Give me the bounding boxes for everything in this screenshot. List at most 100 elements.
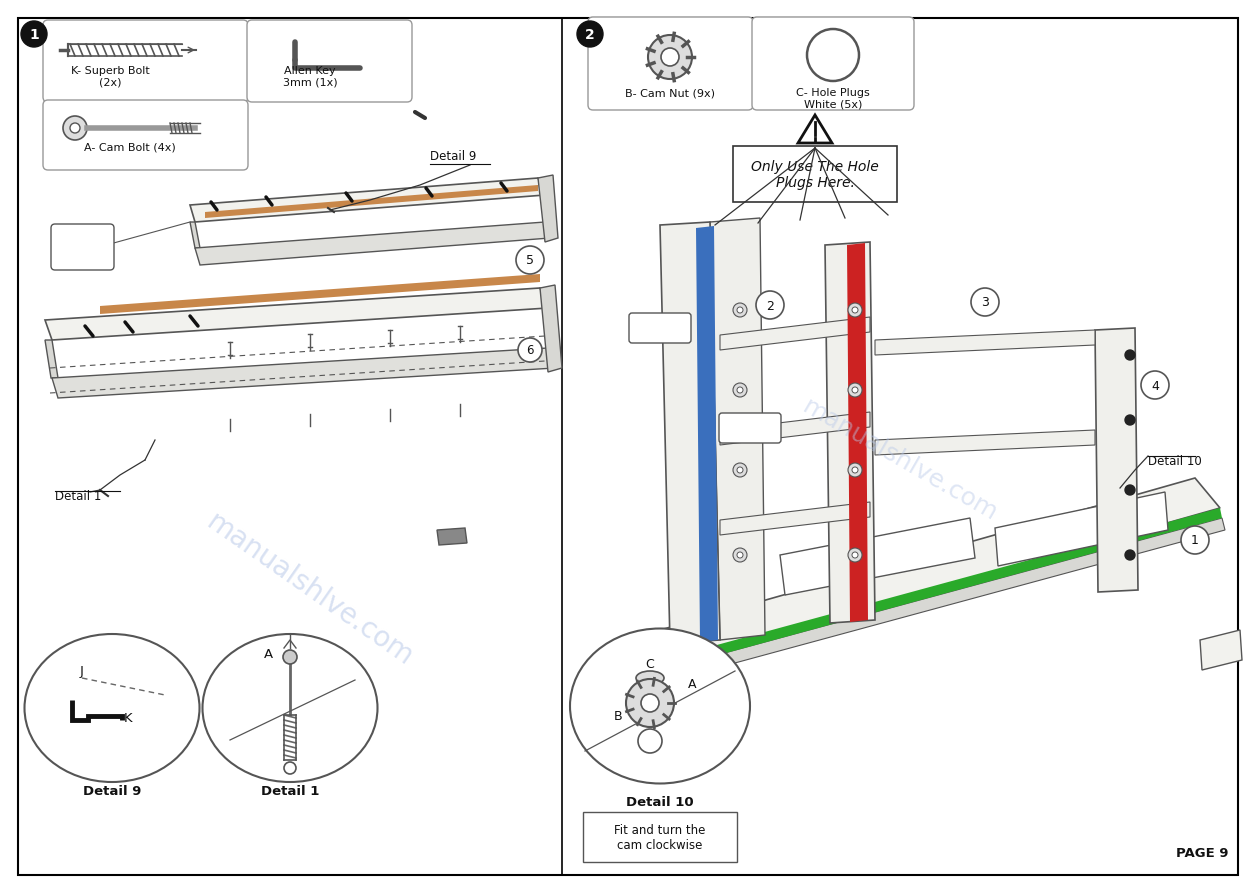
Polygon shape <box>625 518 1225 692</box>
Circle shape <box>516 246 544 274</box>
Circle shape <box>284 762 296 774</box>
Circle shape <box>63 116 87 140</box>
Polygon shape <box>1199 630 1242 670</box>
Text: A: A <box>688 678 696 690</box>
Circle shape <box>1125 485 1135 495</box>
Text: B- Cam Nut (9x): B- Cam Nut (9x) <box>625 88 715 98</box>
Text: Fit and turn the
cam clockwise: Fit and turn the cam clockwise <box>614 824 706 852</box>
Polygon shape <box>875 330 1095 355</box>
Circle shape <box>734 548 747 562</box>
Circle shape <box>737 307 744 313</box>
Polygon shape <box>847 243 868 622</box>
Text: 2: 2 <box>766 299 774 313</box>
Text: B: B <box>614 710 622 722</box>
Circle shape <box>517 338 543 362</box>
Polygon shape <box>1095 328 1138 592</box>
Polygon shape <box>538 175 558 242</box>
Text: Detail 10: Detail 10 <box>627 796 693 809</box>
Circle shape <box>283 650 296 664</box>
Circle shape <box>70 123 80 133</box>
Text: 5: 5 <box>526 254 534 266</box>
Polygon shape <box>720 317 870 350</box>
Ellipse shape <box>570 629 750 783</box>
Text: C: C <box>646 657 654 671</box>
Polygon shape <box>720 502 870 535</box>
Text: A- Cam Bolt (4x): A- Cam Bolt (4x) <box>84 143 176 153</box>
Polygon shape <box>195 222 550 265</box>
Text: PAGE 9: PAGE 9 <box>1176 847 1228 860</box>
Polygon shape <box>659 222 720 643</box>
Circle shape <box>641 694 659 712</box>
Polygon shape <box>51 348 555 398</box>
Circle shape <box>661 48 679 66</box>
Text: Detail 9: Detail 9 <box>83 785 141 798</box>
FancyBboxPatch shape <box>43 100 247 170</box>
Text: Only Use The Hole
Plugs Here.: Only Use The Hole Plugs Here. <box>751 160 879 190</box>
Polygon shape <box>696 226 718 642</box>
Text: manualshlve.com: manualshlve.com <box>201 508 418 672</box>
Polygon shape <box>540 285 561 372</box>
Circle shape <box>1125 550 1135 560</box>
FancyBboxPatch shape <box>583 812 737 862</box>
Ellipse shape <box>202 634 378 782</box>
Circle shape <box>734 303 747 317</box>
Polygon shape <box>625 640 669 680</box>
Polygon shape <box>780 518 975 595</box>
Polygon shape <box>190 178 545 222</box>
Polygon shape <box>45 288 548 340</box>
Polygon shape <box>437 528 467 545</box>
Text: manualshlve.com: manualshlve.com <box>799 395 1002 526</box>
Polygon shape <box>798 115 831 143</box>
Polygon shape <box>995 492 1168 566</box>
Circle shape <box>848 303 862 317</box>
Text: Detail 1: Detail 1 <box>55 490 102 503</box>
Text: 3: 3 <box>981 296 988 310</box>
Circle shape <box>625 679 674 727</box>
Text: Allen Key
3mm (1x): Allen Key 3mm (1x) <box>283 66 338 88</box>
Circle shape <box>737 387 744 393</box>
Circle shape <box>756 291 784 319</box>
FancyBboxPatch shape <box>51 224 114 270</box>
Circle shape <box>1140 371 1169 399</box>
Circle shape <box>734 463 747 477</box>
Circle shape <box>638 729 662 753</box>
Circle shape <box>971 288 999 316</box>
Circle shape <box>21 21 46 47</box>
Text: C- Hole Plugs
White (5x): C- Hole Plugs White (5x) <box>796 88 870 110</box>
Text: Detail 9: Detail 9 <box>430 150 476 163</box>
Circle shape <box>577 21 603 47</box>
Circle shape <box>848 463 862 477</box>
Ellipse shape <box>25 634 200 782</box>
Text: K- Superb Bolt
(2x): K- Superb Bolt (2x) <box>70 66 149 88</box>
Polygon shape <box>45 340 58 378</box>
FancyBboxPatch shape <box>43 20 247 102</box>
Circle shape <box>648 35 692 79</box>
FancyBboxPatch shape <box>718 413 781 443</box>
Text: J: J <box>80 665 84 679</box>
Circle shape <box>734 383 747 397</box>
Ellipse shape <box>636 671 664 685</box>
Text: 1: 1 <box>29 28 39 42</box>
Circle shape <box>808 29 859 81</box>
Circle shape <box>848 383 862 397</box>
Polygon shape <box>875 430 1095 455</box>
Text: 1: 1 <box>1191 535 1199 547</box>
Polygon shape <box>100 274 540 314</box>
Text: 2: 2 <box>585 28 595 42</box>
Polygon shape <box>825 242 875 623</box>
Circle shape <box>852 387 858 393</box>
Polygon shape <box>710 218 765 640</box>
Circle shape <box>737 552 744 558</box>
Circle shape <box>1125 350 1135 360</box>
Text: 4: 4 <box>1150 380 1159 393</box>
FancyBboxPatch shape <box>247 20 412 102</box>
Circle shape <box>737 467 744 473</box>
FancyBboxPatch shape <box>588 17 754 110</box>
Polygon shape <box>625 478 1220 670</box>
Text: A: A <box>264 648 273 662</box>
Circle shape <box>852 307 858 313</box>
Circle shape <box>848 548 862 562</box>
Circle shape <box>1125 415 1135 425</box>
Text: K: K <box>123 712 132 724</box>
Circle shape <box>852 467 858 473</box>
